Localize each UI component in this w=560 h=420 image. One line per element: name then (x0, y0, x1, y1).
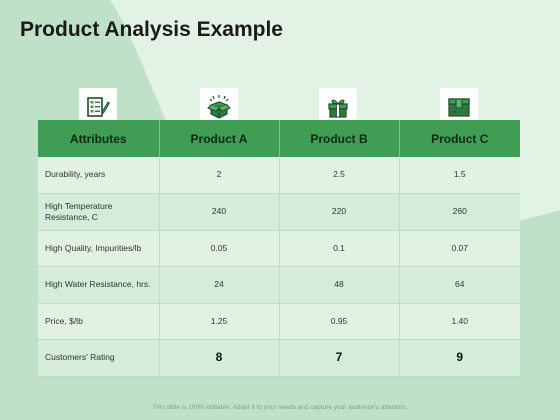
page-title: Product Analysis Example (20, 18, 283, 41)
table-row: High Temperature Resistance, C 240 220 2… (38, 193, 520, 231)
table-row: Customers' Rating 8 7 9 (38, 339, 520, 377)
product-comparison-table: Attributes Product A Product B Product C… (38, 120, 520, 377)
product-c-value: 0.07 (399, 230, 520, 267)
product-c-value: 260 (399, 193, 520, 231)
product-b-value: 48 (279, 266, 400, 304)
checklist-icon (79, 88, 117, 126)
attribute-label: High Water Resistance, hrs. (38, 266, 160, 304)
table-row: Price, $/lb 1.25 0.95 1.40 (38, 303, 520, 340)
product-a-value: 0.05 (159, 230, 280, 267)
table-row: Durability, years 2 2.5 1.5 (38, 157, 520, 194)
product-a-value: 2 (159, 157, 280, 194)
product-c-rating: 9 (399, 339, 520, 377)
product-b-value: 0.1 (279, 230, 400, 267)
open-box-icon (200, 88, 238, 126)
product-b-value: 2.5 (279, 157, 400, 194)
attribute-label: Durability, years (38, 157, 160, 194)
product-a-value: 240 (159, 193, 280, 231)
table-row: High Water Resistance, hrs. 24 48 64 (38, 266, 520, 304)
header-product-a: Product A (159, 120, 280, 157)
footer-note: This slide is 100% editable. Adapt it to… (152, 404, 408, 411)
product-c-value: 1.40 (399, 303, 520, 340)
header-attributes: Attributes (38, 120, 160, 157)
header-product-c: Product C (399, 120, 520, 157)
attribute-label: Customers' Rating (38, 339, 160, 377)
header-product-b: Product B (279, 120, 400, 157)
product-a-value: 1.25 (159, 303, 280, 340)
product-c-value: 1.5 (399, 157, 520, 194)
table-header-row: Attributes Product A Product B Product C (38, 120, 520, 157)
product-a-rating: 8 (159, 339, 280, 377)
package-icon (440, 88, 478, 126)
product-c-value: 64 (399, 266, 520, 304)
product-b-rating: 7 (279, 339, 400, 377)
attribute-label: High Quality, Impurities/lb (38, 230, 160, 267)
product-a-value: 24 (159, 266, 280, 304)
table-row: High Quality, Impurities/lb 0.05 0.1 0.0… (38, 230, 520, 267)
gift-box-icon (319, 88, 357, 126)
attribute-label: High Temperature Resistance, C (38, 193, 160, 231)
product-b-value: 0.95 (279, 303, 400, 340)
attribute-label: Price, $/lb (38, 303, 160, 340)
product-b-value: 220 (279, 193, 400, 231)
